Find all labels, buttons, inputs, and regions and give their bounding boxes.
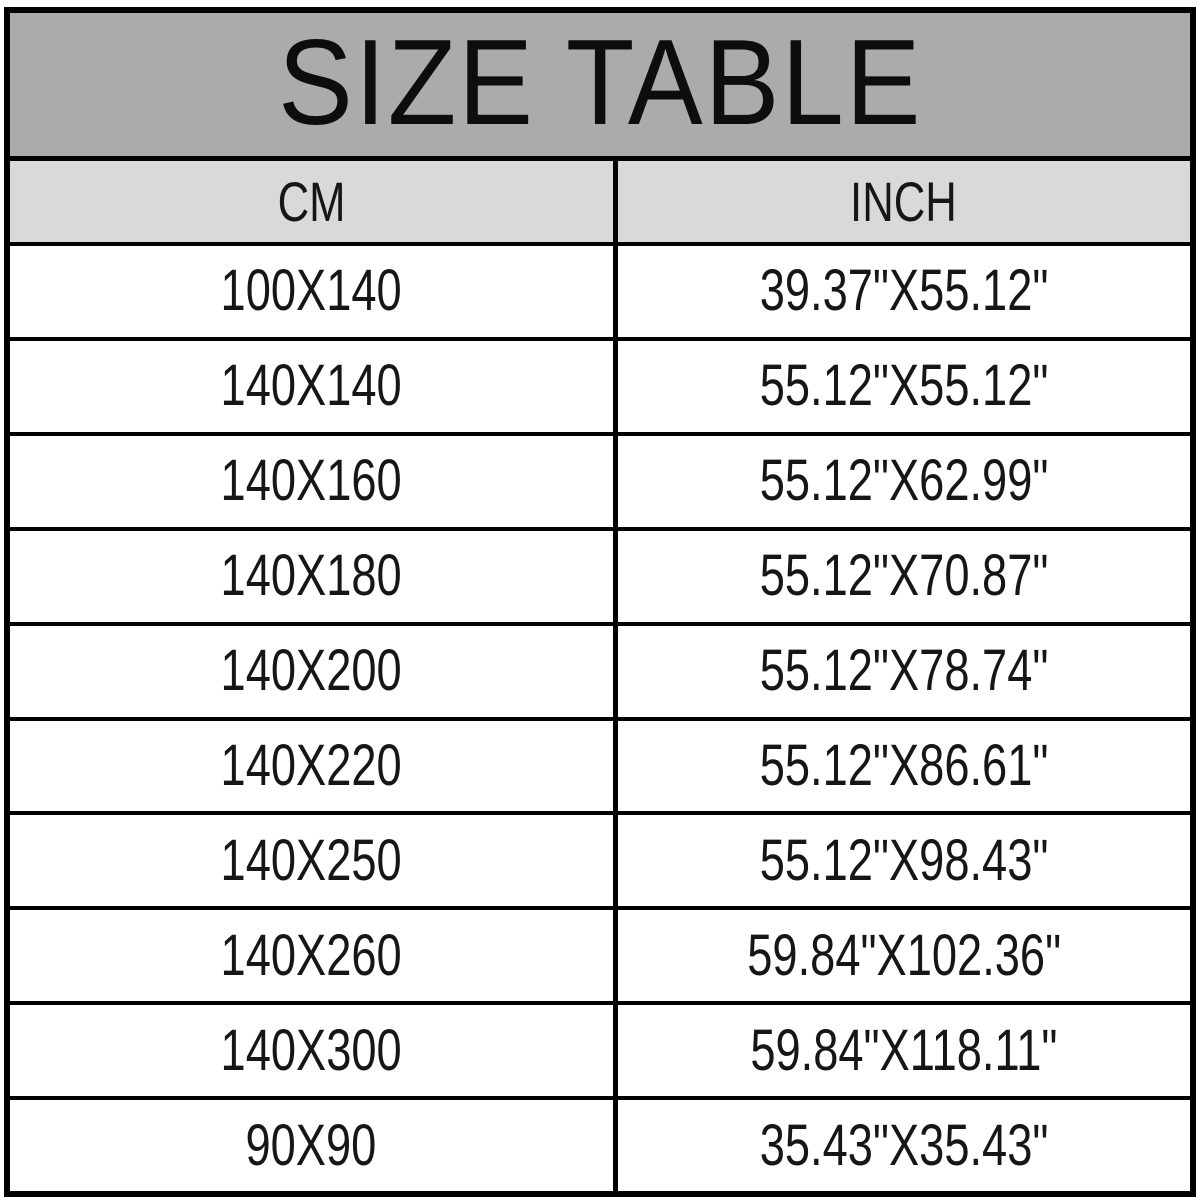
- table-row: 140X140 55.12"X55.12": [10, 336, 1190, 432]
- size-table: SIZE TABLE CM INCH 100X140 39.37"X55.12"…: [4, 7, 1196, 1197]
- table-row: 90X90 35.43"X35.43": [10, 1096, 1190, 1192]
- cm-value: 100X140: [220, 258, 402, 324]
- cm-value: 140X250: [220, 827, 402, 893]
- table-row: 140X260 59.84"X102.36": [10, 906, 1190, 1002]
- cm-value: 140X260: [220, 922, 402, 988]
- header-cell-inch: INCH: [618, 161, 1190, 242]
- cm-value: 140X300: [220, 1017, 402, 1083]
- table-row: 140X200 55.12"X78.74": [10, 621, 1190, 717]
- size-table-title-band: SIZE TABLE: [10, 13, 1190, 156]
- cm-value: 140X140: [220, 353, 402, 419]
- cell-cm: 140X140: [10, 340, 618, 432]
- inch-value: 55.12"X62.99": [759, 448, 1049, 514]
- table-row: 100X140 39.37"X55.12": [10, 242, 1190, 337]
- cell-inch: 55.12"X78.74": [618, 626, 1190, 717]
- inch-value: 55.12"X98.43": [759, 827, 1049, 893]
- size-table-title: SIZE TABLE: [277, 13, 923, 150]
- cm-value: 90X90: [245, 1112, 377, 1178]
- inch-value: 55.12"X78.74": [759, 638, 1049, 704]
- table-row: 140X180 55.12"X70.87": [10, 526, 1190, 622]
- cell-inch: 39.37"X55.12": [618, 246, 1190, 337]
- table-row: 140X220 55.12"X86.61": [10, 716, 1190, 812]
- inch-value: 59.84"X118.11": [750, 1017, 1058, 1083]
- cell-inch: 55.12"X70.87": [618, 531, 1190, 622]
- cm-value: 140X160: [220, 448, 402, 514]
- cell-cm: 140X220: [10, 720, 618, 812]
- inch-value: 55.12"X70.87": [759, 543, 1049, 609]
- cell-inch: 55.12"X98.43": [618, 815, 1190, 906]
- cell-inch: 55.12"X55.12": [618, 341, 1190, 432]
- table-row: 140X160 55.12"X62.99": [10, 431, 1190, 527]
- cell-cm: 140X200: [10, 625, 618, 717]
- cell-cm: 140X180: [10, 530, 618, 622]
- cell-inch: 59.84"X118.11": [618, 1005, 1190, 1096]
- cell-cm: 90X90: [10, 1100, 618, 1192]
- cell-cm: 140X250: [10, 815, 618, 907]
- table-header-row: CM INCH: [10, 156, 1190, 242]
- cell-inch: 59.84"X102.36": [618, 910, 1190, 1001]
- cell-cm: 140X300: [10, 1005, 618, 1097]
- cell-inch: 55.12"X62.99": [618, 436, 1190, 527]
- cell-inch: 35.43"X35.43": [618, 1100, 1190, 1191]
- inch-value: 59.84"X102.36": [746, 922, 1061, 988]
- cell-cm: 100X140: [10, 246, 618, 337]
- inch-value: 35.43"X35.43": [759, 1112, 1049, 1178]
- cm-value: 140X180: [220, 543, 402, 609]
- cm-value: 140X200: [220, 638, 402, 704]
- inch-value: 39.37"X55.12": [759, 258, 1049, 324]
- header-label-inch: INCH: [850, 169, 958, 233]
- cm-value: 140X220: [220, 732, 402, 798]
- inch-value: 55.12"X55.12": [759, 353, 1049, 419]
- inch-value: 55.12"X86.61": [759, 732, 1049, 798]
- table-row: 140X250 55.12"X98.43": [10, 811, 1190, 907]
- cell-cm: 140X160: [10, 435, 618, 527]
- header-label-cm: CM: [277, 169, 346, 233]
- cell-cm: 140X260: [10, 910, 618, 1002]
- header-cell-cm: CM: [10, 161, 618, 242]
- table-row: 140X300 59.84"X118.11": [10, 1001, 1190, 1097]
- cell-inch: 55.12"X86.61": [618, 721, 1190, 812]
